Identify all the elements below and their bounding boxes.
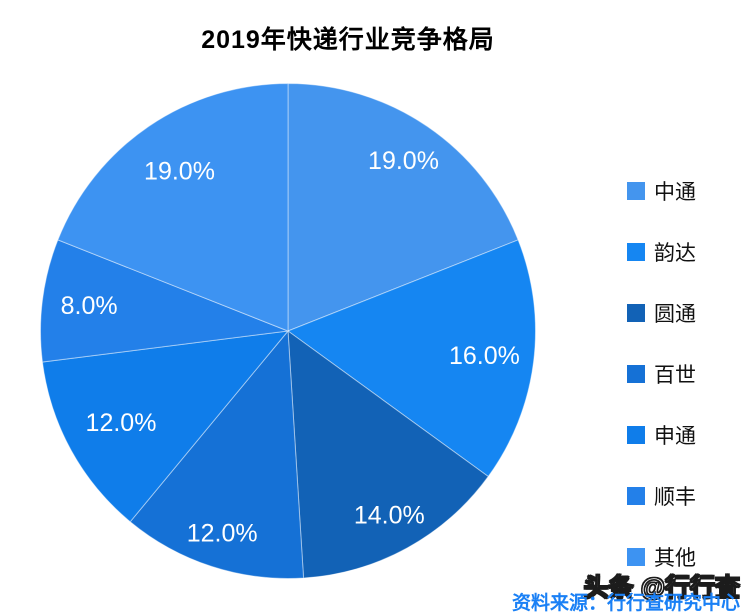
legend: 中通韵达圆通百世申通顺丰其他	[627, 176, 696, 572]
legend-swatch-icon	[627, 365, 645, 383]
legend-item-yuantong[interactable]: 圆通	[627, 298, 696, 328]
legend-item-zhongtong[interactable]: 中通	[627, 176, 696, 206]
legend-item-label: 其他	[654, 547, 696, 570]
legend-item-label: 申通	[654, 425, 696, 448]
legend-swatch-icon	[627, 426, 645, 444]
legend-item-shentong[interactable]: 申通	[627, 420, 696, 450]
pie-slice-yunda[interactable]	[286, 239, 536, 478]
page-title: 2019年快递行业竞争格局	[201, 26, 495, 54]
pie-slice-label-yuantong: 14.0%	[354, 501, 425, 529]
legend-item-label: 中通	[654, 181, 696, 204]
legend-item-qita[interactable]: 其他	[627, 542, 696, 572]
pie-slice-yuantong[interactable]	[287, 329, 489, 579]
pie-slice-label-qita: 19.0%	[144, 157, 215, 185]
legend-swatch-icon	[627, 243, 645, 261]
pie-slice-label-zhongtong: 19.0%	[368, 147, 439, 175]
pie-slice-label-shentong: 12.0%	[86, 409, 157, 437]
watermark: 头条 @行行查	[583, 574, 740, 603]
legend-item-shunfeng[interactable]: 顺丰	[627, 481, 696, 511]
pie-slice-shentong[interactable]	[41, 330, 290, 523]
pie-slice-zhongtong[interactable]	[287, 82, 519, 332]
legend-item-label: 百世	[654, 364, 696, 387]
legend-item-label: 韵达	[654, 242, 696, 265]
legend-swatch-icon	[627, 487, 645, 505]
pie-slice-baishi[interactable]	[129, 329, 305, 579]
legend-item-yunda[interactable]: 韵达	[627, 237, 696, 267]
pie-slice-label-shunfeng: 8.0%	[61, 292, 118, 320]
legend-swatch-icon	[627, 304, 645, 322]
pie-slice-label-yunda: 16.0%	[449, 342, 520, 370]
legend-item-label: 顺丰	[654, 486, 696, 509]
pie-slice-shunfeng[interactable]	[40, 239, 289, 363]
legend-swatch-icon	[627, 182, 645, 200]
legend-swatch-icon	[627, 548, 645, 566]
pie-slice-label-baishi: 12.0%	[187, 519, 258, 547]
pie-slice-qita[interactable]	[57, 82, 289, 332]
source-text: 资料来源：行行查研究中心	[511, 593, 740, 614]
legend-item-label: 圆通	[654, 303, 696, 326]
legend-item-baishi[interactable]: 百世	[627, 359, 696, 389]
